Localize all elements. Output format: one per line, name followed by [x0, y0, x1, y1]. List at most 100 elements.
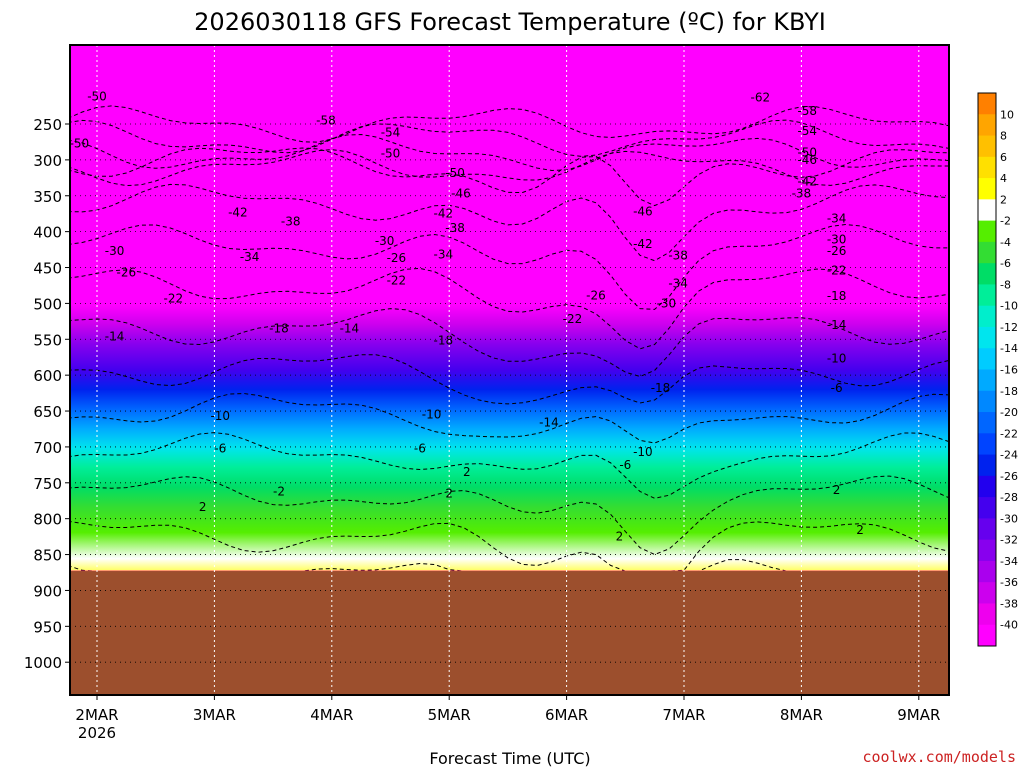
- contour-label: -50: [445, 166, 465, 180]
- y-tick-label: 650: [33, 403, 62, 421]
- contour-label: -6: [619, 458, 631, 472]
- contour-label: 2: [463, 465, 471, 479]
- contour-label: -58: [316, 113, 336, 127]
- contour-label: -46: [797, 153, 817, 167]
- contour-label: -58: [797, 104, 817, 118]
- colorbar-swatch: [978, 305, 996, 328]
- colorbar-swatch: [978, 369, 996, 392]
- contour-label: -42: [633, 237, 653, 251]
- colorbar-label: -26: [1000, 470, 1018, 483]
- contour-label: -6: [831, 381, 843, 395]
- x-tick-label: 5MAR: [428, 706, 471, 724]
- terrain-below-ground: [70, 571, 949, 695]
- contour-label: -10: [210, 409, 230, 423]
- contour-label: -50: [381, 146, 401, 160]
- colorbar-swatch: [978, 241, 996, 264]
- colorbar-swatch: [978, 178, 996, 200]
- y-tick-label: 500: [33, 295, 62, 313]
- contour-label: -62: [751, 90, 771, 104]
- contour-label: -26: [117, 266, 137, 280]
- colorbar-label: 8: [1000, 130, 1007, 143]
- contour-label: -30: [105, 244, 125, 258]
- isotherm-line: [70, 432, 949, 499]
- contour-label: -10: [827, 352, 847, 366]
- colorbar-swatch: [978, 624, 996, 647]
- colorbar-label: 10: [1000, 108, 1014, 121]
- contour-label: -26: [586, 289, 606, 303]
- contour-label: -30: [375, 234, 395, 248]
- contour-label: -38: [281, 215, 301, 229]
- contour-label: -50: [797, 146, 817, 160]
- y-tick-label: 400: [33, 224, 62, 242]
- contour-label: -22: [387, 273, 407, 287]
- colorbar-label: -18: [1000, 385, 1018, 398]
- x-tick-label: 4MAR: [310, 706, 353, 724]
- credit-link[interactable]: coolwx.com/models: [862, 748, 1016, 766]
- y-tick-label: 550: [33, 331, 62, 349]
- contour-label: -18: [827, 289, 847, 303]
- contour-label: 2: [445, 487, 453, 501]
- grid-lines: [70, 45, 949, 695]
- contour-label: -42: [797, 174, 817, 188]
- y-tick-label: 950: [33, 618, 62, 636]
- y-tick-label: 300: [33, 152, 62, 170]
- contour-label: -46: [633, 205, 653, 219]
- colorbar-label: -28: [1000, 491, 1018, 504]
- y-tick-label: 450: [33, 260, 62, 278]
- contour-label: -18: [651, 381, 671, 395]
- y-tick-label: 250: [33, 116, 62, 134]
- contour-label: -14: [340, 322, 360, 336]
- contour-label: -6: [414, 441, 426, 455]
- colorbar-label: -4: [1000, 236, 1011, 249]
- y-tick-label: 600: [33, 367, 62, 385]
- colorbar-swatch: [978, 199, 996, 222]
- colorbar-swatch: [978, 135, 996, 158]
- colorbar-swatch: [978, 497, 996, 519]
- contour-label: -14: [105, 329, 125, 343]
- colorbar-label: -10: [1000, 300, 1018, 313]
- contour-label: 2: [833, 483, 841, 497]
- contour-label: -30: [827, 233, 847, 247]
- colorbar-swatch: [978, 114, 996, 137]
- x-tick-label: 8MAR: [780, 706, 823, 724]
- contour-label: -26: [827, 244, 847, 258]
- colorbar-swatch: [978, 390, 996, 413]
- colorbar-label: -2: [1000, 215, 1011, 228]
- contour-label: -6: [214, 441, 226, 455]
- colorbar-swatch: [978, 348, 996, 370]
- contour-label: -54: [797, 124, 817, 138]
- contour-label: -34: [434, 248, 454, 262]
- y-tick-label: 750: [33, 475, 62, 493]
- contour-label: -50: [87, 90, 107, 104]
- colorbar-label: -6: [1000, 257, 1011, 270]
- x-tick-label: 9MAR: [897, 706, 940, 724]
- colorbar-swatch: [978, 326, 996, 349]
- contour-label: -38: [445, 221, 465, 235]
- colorbar-swatch: [978, 93, 996, 115]
- x-tick-year: 2026: [78, 724, 116, 742]
- colorbar-swatch: [978, 539, 996, 562]
- contour-label: 2: [856, 523, 864, 537]
- colorbar-label: -16: [1000, 364, 1018, 377]
- colorbar-label: -30: [1000, 512, 1018, 525]
- contour-label: -38: [792, 187, 812, 201]
- y-tick-label: 800: [33, 511, 62, 529]
- x-tick-label: 6MAR: [545, 706, 588, 724]
- x-tick-label: 7MAR: [662, 706, 705, 724]
- contour-label: -34: [827, 212, 847, 226]
- contour-label: -30: [657, 296, 677, 310]
- plot-frame: [69, 44, 950, 696]
- colorbar-label: -24: [1000, 449, 1018, 462]
- contour-label: 2: [616, 530, 624, 544]
- contour-label: -14: [539, 416, 559, 430]
- colorbar-label: -12: [1000, 321, 1018, 334]
- contour-label: -22: [164, 291, 184, 305]
- colorbar: 10 8 6 4 2 -2 -4 -6 -8 -10 -12 -14 -16 -18 -20 -22 -24 -2…: [977, 92, 1018, 647]
- colorbar-label: 2: [1000, 193, 1007, 206]
- colorbar-label: -38: [1000, 597, 1018, 610]
- contour-label: -18: [269, 322, 289, 336]
- y-tick-label: 350: [33, 188, 62, 206]
- colorbar-label: -14: [1000, 342, 1018, 355]
- x-tick-label: 3MAR: [193, 706, 236, 724]
